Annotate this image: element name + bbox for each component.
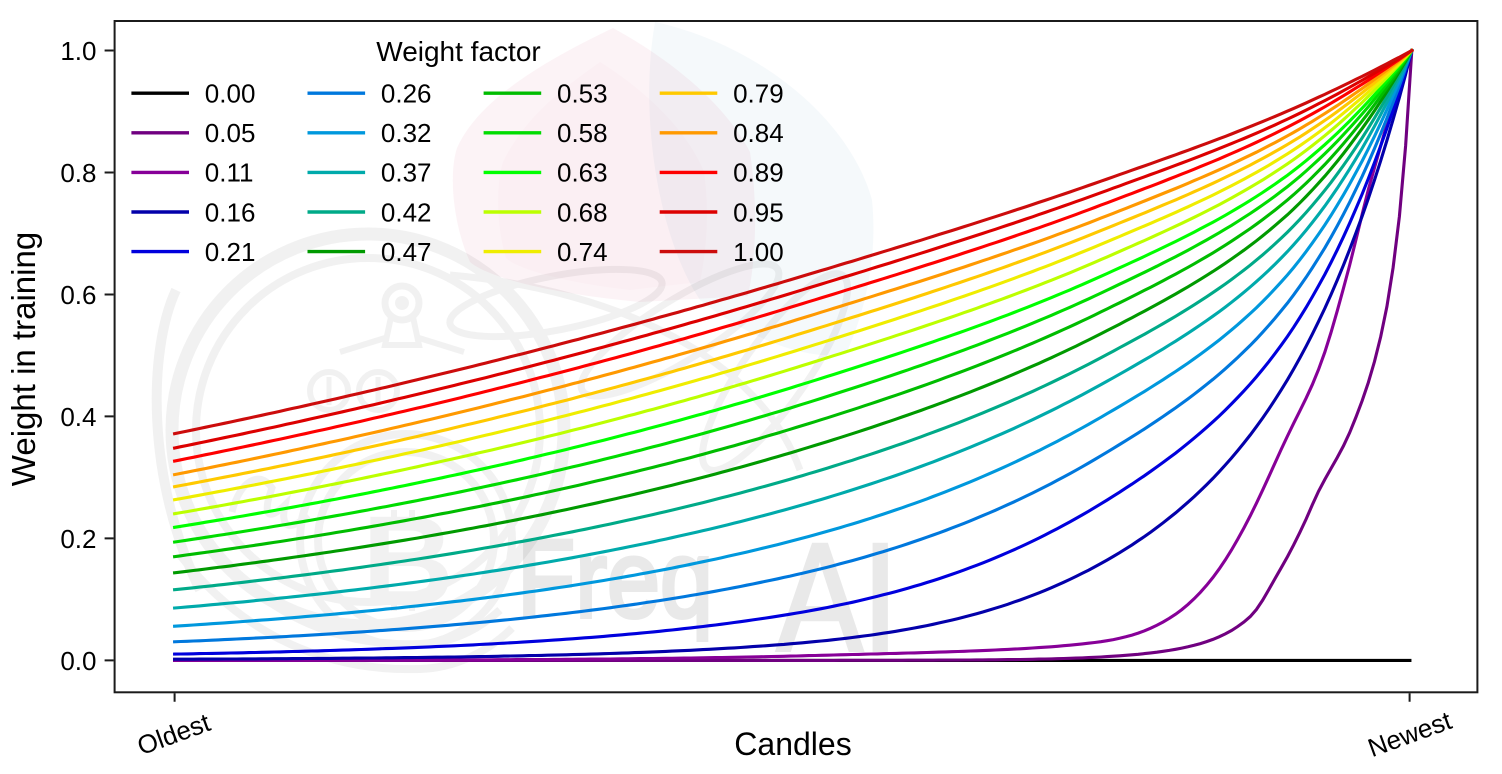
svg-text:0.05: 0.05: [205, 118, 256, 148]
svg-text:0.63: 0.63: [557, 158, 608, 188]
svg-text:0.21: 0.21: [205, 237, 256, 267]
svg-text:0.32: 0.32: [381, 118, 432, 148]
svg-text:0.95: 0.95: [733, 197, 784, 227]
svg-text:0.26: 0.26: [381, 79, 432, 109]
svg-text:0.53: 0.53: [557, 79, 608, 109]
svg-text:0.84: 0.84: [733, 118, 784, 148]
svg-text:0.4: 0.4: [60, 402, 96, 432]
svg-text:0.89: 0.89: [733, 158, 784, 188]
svg-text:Freq: Freq: [517, 518, 713, 641]
svg-text:0.00: 0.00: [205, 79, 256, 109]
svg-text:0.2: 0.2: [60, 524, 96, 554]
svg-text:Candles: Candles: [734, 726, 851, 762]
svg-text:0.11: 0.11: [205, 158, 254, 188]
svg-text:0.6: 0.6: [60, 280, 96, 310]
svg-text:Weight factor: Weight factor: [376, 36, 540, 67]
svg-text:0.16: 0.16: [205, 197, 256, 227]
svg-text:1.0: 1.0: [60, 36, 96, 66]
svg-text:0.47: 0.47: [381, 237, 432, 267]
svg-text:0.0: 0.0: [60, 646, 96, 676]
svg-text:0.68: 0.68: [557, 197, 608, 227]
svg-text:0.74: 0.74: [557, 237, 608, 267]
svg-text:0.8: 0.8: [60, 158, 96, 188]
svg-text:0.58: 0.58: [557, 118, 608, 148]
svg-text:1.00: 1.00: [733, 237, 784, 267]
svg-text:0.79: 0.79: [733, 79, 784, 109]
svg-text:Weight in training: Weight in training: [5, 232, 42, 486]
svg-text:0.37: 0.37: [381, 158, 432, 188]
svg-text:0.42: 0.42: [381, 197, 432, 227]
